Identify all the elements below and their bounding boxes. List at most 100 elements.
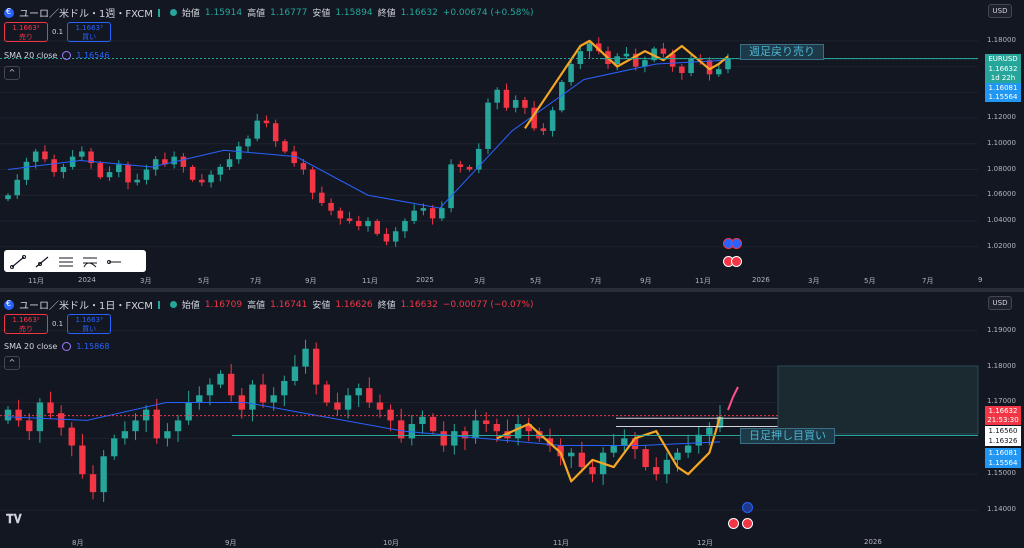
candle-body [688,58,694,74]
price-tag: 1.15564 [985,92,1021,102]
candle-body [312,348,320,385]
price-tick-label: 1.17000 [987,397,1016,406]
daily-title[interactable]: ユーロ／米ドル・1日・FXCM [19,301,153,312]
currency-button[interactable]: USD [988,4,1012,18]
low-label: 安値 [312,9,331,19]
economic-event-icon[interactable] [742,502,753,513]
candle-body [451,431,458,446]
collapse-legend-button[interactable]: ^ [4,356,20,370]
candle-body [259,384,267,403]
us-event-icon[interactable] [728,518,739,529]
us-event-icon[interactable] [742,518,753,529]
collapse-legend-button[interactable]: ^ [4,66,20,80]
weekly-sma-legend[interactable]: SMA 20 close 1.16546 [4,51,109,60]
candle-body [132,420,139,432]
pane-separator[interactable] [0,288,1024,292]
horizontal-ray-icon[interactable] [106,254,122,268]
parallel-channel-icon[interactable] [58,254,74,268]
candle-body [309,169,316,193]
daily-chart-pane[interactable]: ユーロ／米ドル・1日・FXCM 始値 1.16709 高値 1.16741 安値 1.… [0,292,1024,548]
candle-body [281,380,288,396]
candle-body [568,64,574,83]
daily-chart-plot[interactable] [0,292,1024,548]
ray-line-icon[interactable] [34,254,50,268]
candle-body [557,445,564,457]
daily-annotation[interactable]: 日足押し目買い [740,428,835,444]
open-value: 1.16709 [204,299,243,310]
candle-body [596,43,602,52]
candle-body [171,156,177,165]
flag-icon[interactable] [157,300,165,309]
daily-legend: ユーロ／米ドル・1日・FXCM 始値 1.16709 高値 1.16741 安値 1.… [4,297,534,312]
spread-value: 0.1 [52,28,64,36]
time-tick-label: 3月 [474,277,486,285]
time-tick-label: 5月 [198,277,210,285]
price-tag: 1.16081 [985,83,1021,93]
candle-body [319,192,325,203]
low-value: 1.15894 [335,7,373,18]
price-tag: 1d 22h [985,73,1021,83]
sell-button[interactable]: 1.1663² 売り [4,22,48,42]
flag-icon[interactable] [157,8,165,17]
candle-body [356,220,362,227]
buy-label: 買い [82,325,97,333]
us-event-icon[interactable] [731,256,742,267]
candle-body [461,431,469,439]
time-tick-label: 2025 [416,276,434,284]
price-tick-label: 1.08000 [987,164,1016,173]
candle-body [344,395,352,410]
fib-retracement-icon[interactable] [82,254,98,268]
sma-line [7,59,729,209]
candle-body [217,373,224,385]
candle-body [383,233,390,242]
close-label: 終値 [377,301,396,311]
sma-label: SMA 20 close [4,51,58,60]
price-tag: 21:53:30 [985,415,1021,425]
candle-body [42,151,48,160]
weekly-chart-pane[interactable]: ユーロ／米ドル・1週・FXCM 始値 1.15914 高値 1.16777 安値 1.… [0,0,1024,288]
sell-label: 売り [19,33,33,41]
economic-event-icon[interactable] [731,238,742,249]
candle-body [679,66,685,74]
daily-sma-legend[interactable]: SMA 20 close 1.15868 [4,342,109,351]
price-tag: EURUSD [985,54,1021,64]
candle-body [365,220,371,227]
weekly-title[interactable]: ユーロ／米ドル・1週・FXCM [19,9,153,20]
candle-body [503,89,510,108]
candle-body [272,123,279,142]
candle-body [697,58,704,61]
price-tick-label: 1.19000 [987,325,1016,334]
candle-body [15,409,22,421]
price-tag: 1.16560 [985,426,1021,436]
candle-body [180,156,187,167]
trend-line-icon[interactable] [10,254,26,269]
sell-button[interactable]: 1.1663² 売り [4,314,48,334]
price-tick-label: 1.15000 [987,469,1016,478]
price-tag: 1.16081 [985,448,1021,458]
tradingview-logo[interactable]: 𝐓𝐕 [6,512,22,526]
time-tick-label: 8月 [72,539,84,547]
buy-button[interactable]: 1.1663³ 買い [67,314,112,334]
candle-body [623,53,630,57]
market-status-icon [169,9,177,16]
candle-body [337,210,344,219]
candle-body [291,366,299,381]
candle-body [586,43,593,52]
candle-body [346,218,353,221]
sma-settings-icon[interactable] [62,342,72,351]
currency-button[interactable]: USD [988,296,1012,310]
price-tag: 1.15564 [985,458,1021,468]
candle-body [60,166,67,173]
price-tick-label: 1.02000 [987,241,1016,250]
weekly-annotation[interactable]: 週足戻り売り [740,44,824,60]
sma-settings-icon[interactable] [62,51,72,60]
candle-body [429,416,437,432]
candle-body [143,169,150,180]
time-tick-label: 7月 [590,277,602,285]
candle-body [485,102,491,149]
candle-body [559,82,565,111]
time-tick-label: 9月 [640,277,652,285]
weekly-chart-plot[interactable] [0,0,1024,288]
buy-button[interactable]: 1.1663³ 買い [67,22,112,42]
high-value: 1.16741 [270,299,308,310]
